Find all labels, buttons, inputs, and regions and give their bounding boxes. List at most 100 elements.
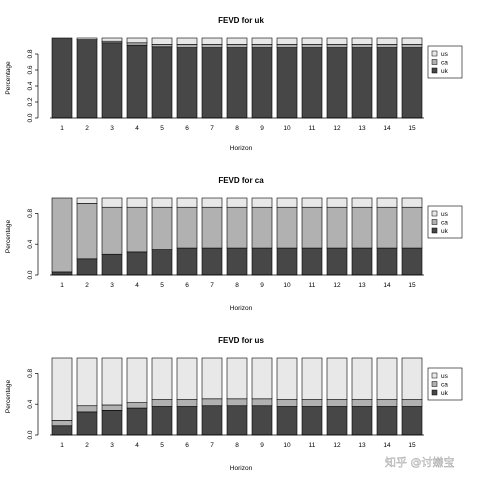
bar-segment-ca-h6 xyxy=(176,44,198,48)
bar-segment-uk-h7 xyxy=(201,247,223,276)
bar-segment-us-h11 xyxy=(301,357,323,400)
bar-segment-ca-h8 xyxy=(226,398,248,407)
bar-segment-us-h13 xyxy=(351,197,373,208)
x-tick-label: 9 xyxy=(260,442,264,449)
x-tick-label: 1 xyxy=(60,282,64,289)
bar-segment-uk-h2 xyxy=(76,411,98,436)
bar-segment-uk-h13 xyxy=(351,247,373,276)
bar-segment-ca-h1 xyxy=(51,420,73,427)
bar-segment-ca-h1 xyxy=(51,197,73,273)
x-tick-label: 13 xyxy=(358,282,366,289)
legend-swatch-uk xyxy=(431,227,438,234)
bar-segment-us-h14 xyxy=(376,37,398,45)
bar-segment-uk-h1 xyxy=(51,37,73,119)
bar-segment-uk-h3 xyxy=(101,42,123,119)
bar-segment-us-h3 xyxy=(101,357,123,406)
y-axis-label: Percentage xyxy=(5,379,12,413)
x-tick-label: 9 xyxy=(260,125,264,132)
bar-segment-uk-h15 xyxy=(401,247,423,276)
bar-segment-us-h7 xyxy=(201,357,223,400)
bar-segment-ca-h5 xyxy=(151,44,173,48)
x-tick-label: 12 xyxy=(333,125,341,132)
legend-swatch-ca xyxy=(431,59,438,65)
bar-segment-us-h13 xyxy=(351,357,373,400)
bar-segment-us-h6 xyxy=(176,197,198,208)
bar-segment-uk-h13 xyxy=(351,47,373,119)
bar-segment-uk-h10 xyxy=(276,406,298,436)
bar-segment-us-h11 xyxy=(301,197,323,208)
bar-segment-ca-h9 xyxy=(251,398,273,407)
y-tick-label: 0.2 xyxy=(27,97,34,106)
x-tick-label: 2 xyxy=(85,442,89,449)
bar-segment-us-h15 xyxy=(401,197,423,208)
bar-segment-us-h10 xyxy=(276,37,298,45)
legend-label-uk: uk xyxy=(441,390,449,397)
bar-segment-uk-h7 xyxy=(201,405,223,436)
bar-segment-ca-h11 xyxy=(301,44,323,48)
bar-segment-ca-h4 xyxy=(126,42,148,46)
bar-segment-uk-h2 xyxy=(76,258,98,276)
x-tick-label: 3 xyxy=(110,442,114,449)
x-tick-label: 2 xyxy=(85,282,89,289)
bar-segment-us-h8 xyxy=(226,197,248,208)
bar-segment-uk-h5 xyxy=(151,249,173,276)
bar-segment-ca-h2 xyxy=(76,405,98,413)
bar-segment-ca-h14 xyxy=(376,44,398,48)
bar-segment-us-h5 xyxy=(151,37,173,45)
bar-segment-uk-h9 xyxy=(251,47,273,119)
bar-segment-uk-h2 xyxy=(76,39,98,119)
bar-segment-ca-h14 xyxy=(376,399,398,407)
y-axis-label: Percentage xyxy=(5,219,12,253)
x-tick-label: 13 xyxy=(358,442,366,449)
bar-segment-ca-h7 xyxy=(201,206,223,249)
bar-segment-us-h8 xyxy=(226,37,248,45)
legend-label-us: us xyxy=(441,373,449,380)
bar-segment-uk-h5 xyxy=(151,406,173,436)
x-axis-label: Horizon xyxy=(230,465,253,472)
y-tick-label: 0.4 xyxy=(27,399,34,408)
bar-segment-ca-h7 xyxy=(201,44,223,48)
bar-segment-uk-h3 xyxy=(101,253,123,276)
bar-segment-us-h6 xyxy=(176,357,198,400)
x-tick-label: 7 xyxy=(210,125,214,132)
bar-segment-ca-h6 xyxy=(176,399,198,407)
bar-segment-uk-h12 xyxy=(326,406,348,436)
bar-segment-ca-h15 xyxy=(401,44,423,48)
bar-segment-us-h5 xyxy=(151,357,173,400)
bar-segment-us-h4 xyxy=(126,197,148,208)
bar-segment-us-h12 xyxy=(326,37,348,45)
bar-segment-ca-h13 xyxy=(351,399,373,407)
x-tick-label: 7 xyxy=(210,282,214,289)
bar-segment-uk-h12 xyxy=(326,247,348,276)
bar-segment-uk-h14 xyxy=(376,47,398,119)
bar-segment-us-h2 xyxy=(76,37,98,40)
bar-segment-uk-h10 xyxy=(276,247,298,276)
bar-segment-ca-h12 xyxy=(326,206,348,249)
bar-segment-uk-h8 xyxy=(226,247,248,276)
x-tick-label: 10 xyxy=(283,442,291,449)
x-tick-label: 2 xyxy=(85,125,89,132)
bar-segment-uk-h4 xyxy=(126,44,148,119)
x-tick-label: 15 xyxy=(408,442,416,449)
bar-segment-us-h9 xyxy=(251,37,273,45)
x-tick-label: 8 xyxy=(235,282,239,289)
bar-segment-ca-h12 xyxy=(326,44,348,48)
x-tick-label: 4 xyxy=(135,442,139,449)
chart-title: FEVD for us xyxy=(218,336,264,345)
legend-swatch-us xyxy=(431,50,438,57)
fevd-panel-1: FEVD for uk Percentage Horizon 0.0 0.2 0.4 0.6… xyxy=(5,16,463,152)
bar-segment-us-h4 xyxy=(126,357,148,403)
x-tick-label: 13 xyxy=(358,125,366,132)
bar-segment-ca-h10 xyxy=(276,206,298,249)
bar-segment-us-h7 xyxy=(201,37,223,45)
x-tick-label: 10 xyxy=(283,125,291,132)
bar-segment-us-h12 xyxy=(326,197,348,208)
bar-segment-ca-h7 xyxy=(201,398,223,407)
chart-title: FEVD for ca xyxy=(218,176,264,185)
bar-segment-ca-h4 xyxy=(126,402,148,409)
bar-segment-us-h9 xyxy=(251,197,273,208)
y-tick-label: 0.6 xyxy=(27,65,34,74)
